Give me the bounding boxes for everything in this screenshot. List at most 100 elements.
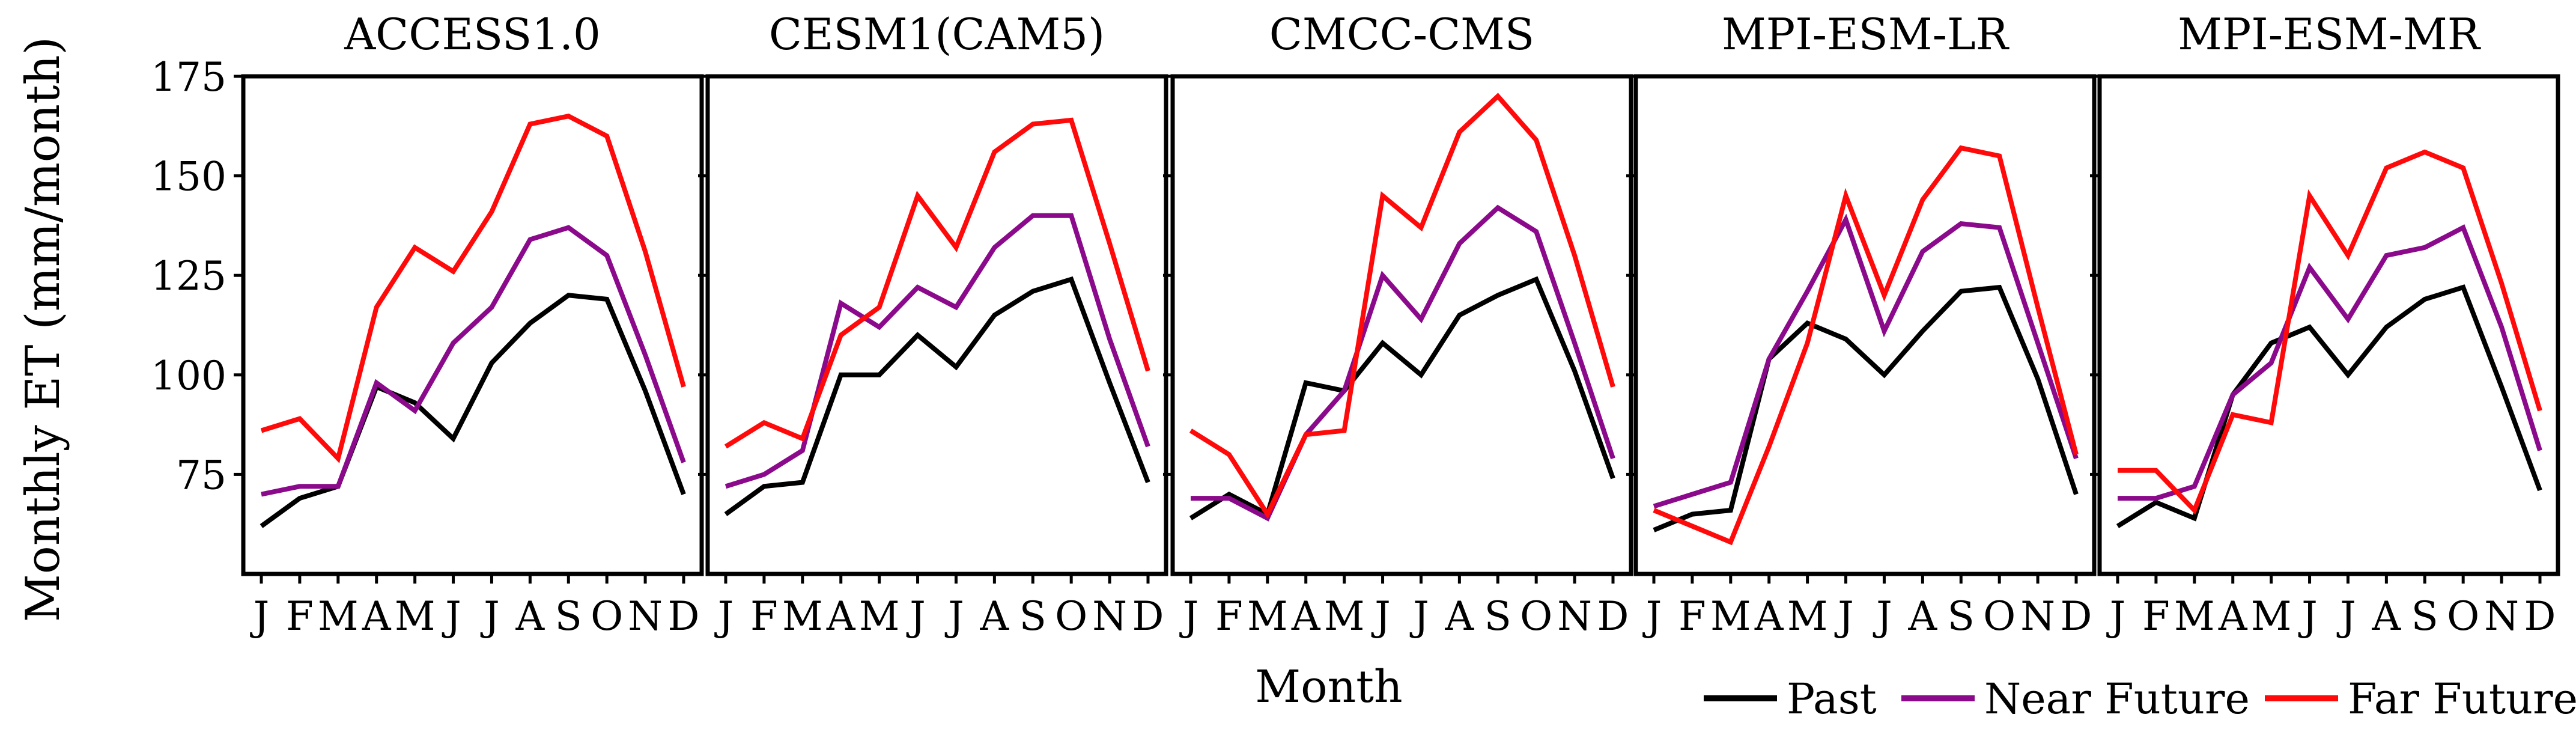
series-line-far-future (1653, 145, 2079, 546)
x-tick-label: A (2218, 593, 2248, 639)
x-tick-label: S (1484, 593, 1511, 639)
plot-frame (705, 74, 1168, 576)
x-tick-label: J (714, 593, 734, 639)
series-line-past (1653, 284, 2079, 532)
x-tick-label: A (1445, 593, 1475, 639)
series-line-far-future (1189, 93, 1615, 519)
y-axis-label: Monthly ET (mm/month) (16, 37, 70, 622)
x-axis-label: Month (1255, 661, 1402, 713)
x-tick-label: F (2142, 593, 2170, 639)
x-tick-label: D (1132, 593, 1164, 639)
x-tick-label: F (750, 593, 778, 639)
legend-item-near-future: Near Future (1901, 674, 2250, 724)
x-tick-label: J (480, 593, 499, 639)
x-tick-label: J (250, 593, 269, 639)
series-line-past (2116, 284, 2542, 528)
panel-mpi-esm-mr: MPI-ESM-MRJ F M A M J J A S O N D (2090, 9, 2560, 639)
x-tick-label: O (591, 593, 623, 639)
x-tick-label: M (1710, 593, 1751, 639)
x-tick-label: M (1247, 593, 1288, 639)
x-tick-label: S (555, 593, 582, 639)
series-line-far-future (260, 113, 686, 463)
x-tick-label: J (1834, 593, 1853, 639)
x-tick-label: A (2372, 593, 2402, 639)
y-tick-label: 100 (151, 353, 226, 399)
x-tick-label: N (1092, 593, 1127, 639)
x-tick-label: S (1948, 593, 1975, 639)
x-tick-label: M (1324, 593, 1365, 639)
legend-item-far-future: Far Future (2265, 674, 2576, 724)
x-tick-label: A (362, 593, 392, 639)
y-tick-label: 175 (151, 54, 226, 100)
legend: Past Near Future Far Future (1704, 674, 2576, 724)
panel-cesm1-cam5: CESM1(CAM5)J F M A M J J A S O N D (698, 9, 1168, 639)
x-tick-label: M (859, 593, 900, 639)
x-tick-label: A (1908, 593, 1938, 639)
x-tick-label: M (318, 593, 359, 639)
panel-title: MPI-ESM-LR (1722, 9, 2009, 59)
y-tick-label: 75 (176, 452, 226, 498)
series-line-far-future (724, 117, 1150, 449)
legend-label: Far Future (2348, 674, 2576, 724)
panel-title: CMCC-CMS (1269, 9, 1534, 59)
x-tick-label: M (1787, 593, 1828, 639)
series-line-near-future (2118, 224, 2542, 501)
x-tick-label: N (2484, 593, 2519, 639)
x-tick-label: O (1055, 593, 1087, 639)
x-tick-label: J (906, 593, 925, 639)
x-tick-label: J (1371, 593, 1390, 639)
panel-title: ACCESS1.0 (344, 9, 601, 59)
x-tick-label: S (1019, 593, 1046, 639)
x-tick-label: J (1179, 593, 1198, 639)
legend-item-past: Past (1704, 674, 1877, 724)
series-line-past (724, 276, 1150, 516)
plot-frame (2097, 74, 2560, 576)
x-tick-label: O (2447, 593, 2479, 639)
legend-label: Past (1787, 674, 1877, 724)
series-line-near-future (1653, 213, 2079, 509)
x-tick-label: D (1597, 593, 1629, 639)
panel-title: CESM1(CAM5) (769, 9, 1105, 59)
x-tick-label: O (1520, 593, 1552, 639)
x-tick-label: J (1642, 593, 1662, 639)
x-tick-label: N (2020, 593, 2055, 639)
x-tick-label: A (980, 593, 1010, 639)
x-tick-label: D (2524, 593, 2556, 639)
x-tick-label: J (1873, 593, 1892, 639)
x-tick-label: M (395, 593, 436, 639)
series-line-near-future (724, 213, 1150, 489)
panel-title: MPI-ESM-MR (2178, 9, 2481, 59)
legend-label: Near Future (1984, 674, 2250, 724)
x-tick-label: A (1291, 593, 1321, 639)
x-tick-label: J (944, 593, 964, 639)
series-line-far-future (2118, 149, 2542, 515)
series-line-past (1189, 276, 1615, 520)
x-tick-label: F (286, 593, 314, 639)
x-tick-label: J (442, 593, 461, 639)
series-line-near-future (1191, 204, 1615, 522)
x-tick-label: N (1557, 593, 1592, 639)
series-line-near-future (261, 225, 686, 497)
x-tick-label: A (826, 593, 856, 639)
series-line-past (260, 293, 686, 528)
x-tick-label: D (2061, 593, 2092, 639)
x-tick-label: M (782, 593, 823, 639)
x-tick-label: D (668, 593, 700, 639)
x-tick-label: J (2106, 593, 2125, 639)
plot-frame (241, 74, 704, 576)
x-tick-label: S (2411, 593, 2438, 639)
y-tick-label: 125 (151, 253, 226, 299)
x-tick-label: M (2174, 593, 2215, 639)
x-tick-label: A (1754, 593, 1784, 639)
panel-mpi-esm-lr: MPI-ESM-LRJ F M A M J J A S O N D (1626, 9, 2097, 639)
x-tick-label: J (1409, 593, 1429, 639)
x-tick-label: F (1215, 593, 1243, 639)
x-tick-label: F (1678, 593, 1706, 639)
plot-frame (1170, 74, 1633, 576)
x-tick-label: O (1983, 593, 2016, 639)
x-tick-label: M (2251, 593, 2292, 639)
